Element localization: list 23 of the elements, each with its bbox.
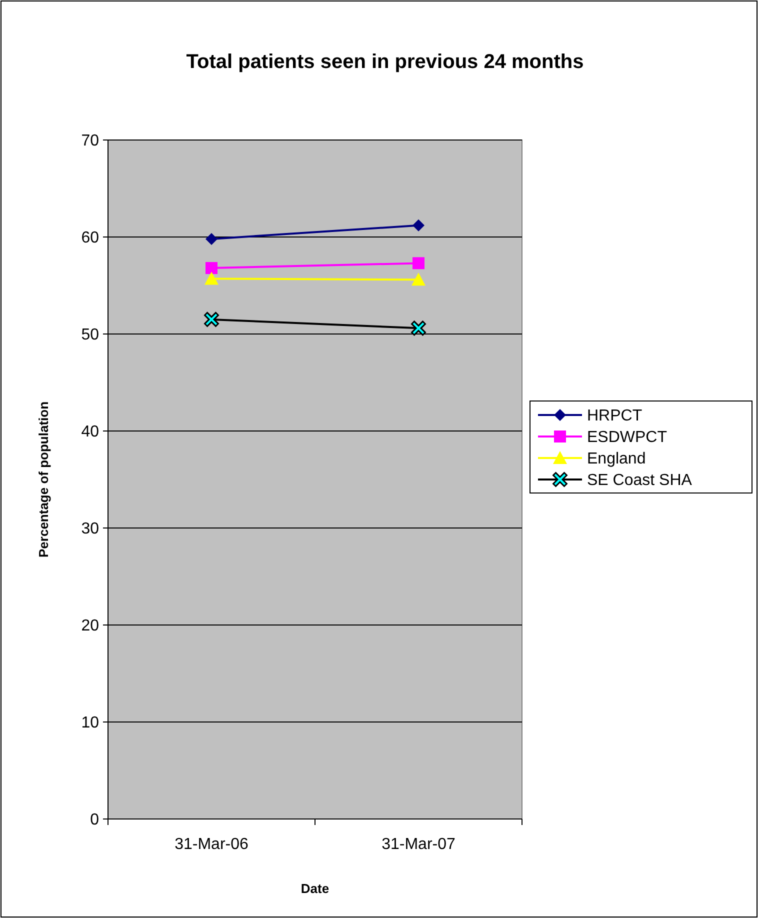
legend-label: SE Coast SHA	[587, 472, 692, 490]
y-tick-label: 70	[81, 132, 100, 150]
point	[410, 320, 427, 337]
y-tick-label: 50	[81, 326, 100, 344]
point	[412, 257, 424, 270]
y-tick-label: 30	[81, 520, 100, 538]
y-tick-label: 60	[81, 230, 100, 247]
chart-title: Total patients seen in previous 24 months	[186, 51, 584, 73]
y-tick-label: 40	[81, 424, 100, 441]
point	[206, 232, 218, 245]
legend-label: ESDWPCT	[587, 429, 668, 446]
legend-label: HRPCT	[587, 408, 642, 425]
x-tick-label: 31-Mar-06	[174, 836, 248, 853]
x-axis-title: Date	[300, 881, 330, 896]
y-tick-label: 0	[90, 812, 100, 829]
y-tick-label: 20	[81, 618, 100, 635]
legend-label: England	[587, 450, 646, 468]
y-tick-label: 10	[81, 714, 100, 732]
point	[206, 262, 218, 274]
point	[203, 310, 220, 328]
x-tick-label: 31-Mar-07	[382, 836, 456, 853]
y-axis-title: Percentage of population	[36, 401, 51, 558]
point	[412, 219, 424, 232]
